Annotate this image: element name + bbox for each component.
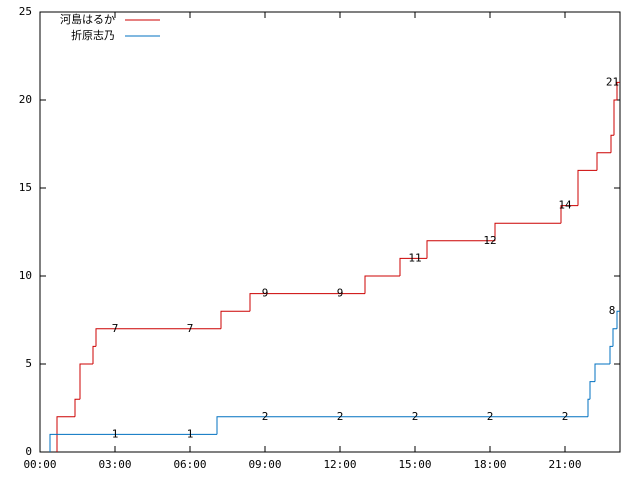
legend-label: 河島はるか (60, 12, 115, 26)
step-segment (56, 416, 75, 452)
data-label: 7 (112, 322, 119, 335)
step-segment (399, 257, 427, 276)
y-tick-label: 10 (19, 269, 32, 282)
y-tick-label: 20 (19, 93, 32, 106)
step-segment (92, 345, 96, 364)
data-label: 7 (187, 322, 194, 335)
x-tick-label: 09:00 (248, 458, 281, 471)
step-segment (587, 398, 590, 417)
step-segment (610, 134, 614, 153)
step-segment (560, 205, 578, 224)
step-segment (426, 240, 495, 259)
step-segment (74, 398, 80, 417)
step-segment (577, 169, 597, 206)
data-label: 1 (112, 427, 119, 440)
y-tick-label: 15 (19, 181, 32, 194)
step-segment (79, 363, 93, 400)
data-label: 14 (558, 199, 572, 212)
data-label: 21 (606, 75, 619, 88)
step-segment (594, 363, 610, 382)
data-label: 2 (262, 410, 269, 423)
step-segment (220, 310, 250, 329)
step-segment (609, 345, 613, 364)
data-label: 12 (483, 234, 496, 247)
step-segment (596, 152, 611, 171)
x-tick-label: 03:00 (98, 458, 131, 471)
y-tick-label: 5 (25, 357, 32, 370)
x-tick-label: 18:00 (473, 458, 506, 471)
data-label: 1 (187, 427, 194, 440)
step-segment (49, 433, 217, 452)
data-label: 11 (408, 251, 421, 264)
step-segment (612, 328, 617, 347)
x-tick-label: 06:00 (173, 458, 206, 471)
step-segment (494, 222, 561, 241)
step-segment (364, 275, 400, 294)
step-segment (216, 416, 588, 435)
step-segment (589, 381, 595, 400)
x-tick-label: 21:00 (548, 458, 581, 471)
y-tick-label: 25 (19, 5, 32, 18)
data-label: 2 (487, 410, 494, 423)
step-segment (95, 328, 221, 347)
data-label: 2 (412, 410, 419, 423)
y-tick-label: 0 (25, 445, 32, 458)
step-segment (613, 99, 617, 136)
step-segment (616, 310, 620, 329)
step-segment (616, 81, 620, 100)
x-tick-label: 00:00 (23, 458, 56, 471)
x-tick-label: 15:00 (398, 458, 431, 471)
data-label: 9 (262, 287, 269, 300)
plot-frame (39, 11, 621, 453)
data-label: 2 (337, 410, 344, 423)
data-label: 9 (337, 287, 344, 300)
x-tick-label: 12:00 (323, 458, 356, 471)
data-label: 2 (562, 410, 569, 423)
step-segment (249, 293, 365, 312)
legend-label: 折原志乃 (71, 28, 115, 42)
data-label: 8 (609, 304, 616, 317)
